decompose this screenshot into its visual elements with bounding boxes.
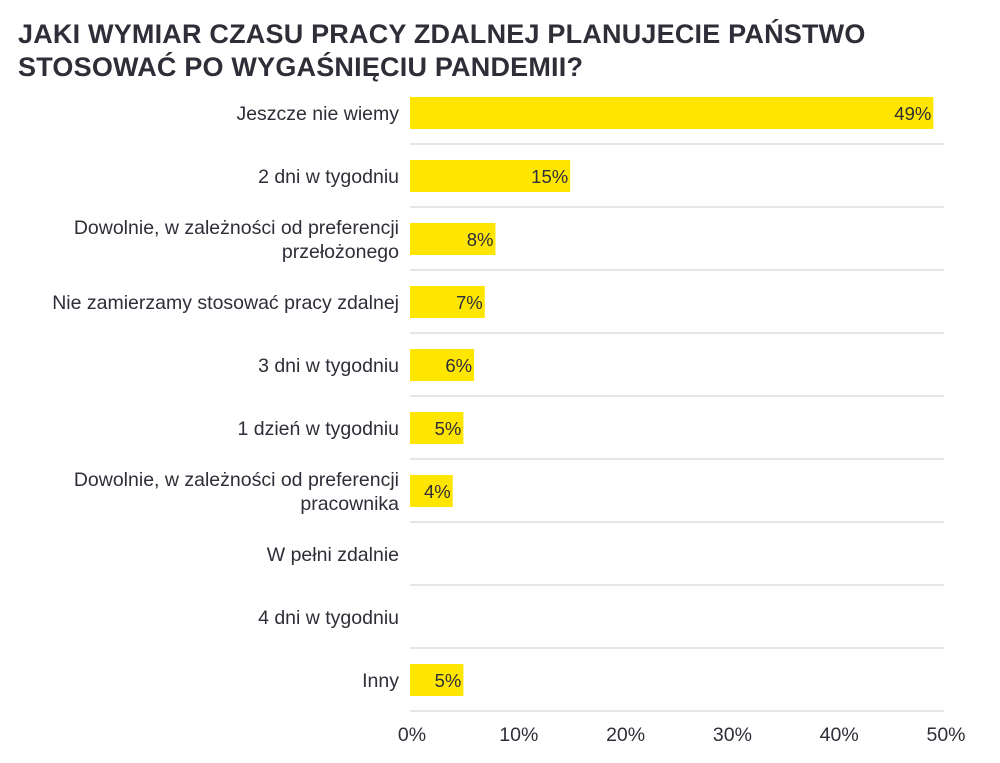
bar [410,286,485,318]
bar [410,475,453,507]
data-label: 15% [531,166,568,187]
x-tick-label: 20% [606,724,645,746]
data-label: 8% [467,229,494,250]
data-label: 6% [445,355,472,376]
category-label: W pełni zdalnie [267,544,399,566]
data-label: 5% [435,670,462,691]
category-label: Nie zamierzamy stosować pracy zdalnej [52,292,399,314]
bar [410,223,496,255]
category-label: Inny [362,670,399,692]
bar [410,160,571,192]
bar [410,664,464,696]
x-tick-label: 0% [398,724,426,746]
data-label: 4% [424,481,451,502]
data-label: 49% [894,103,931,124]
category-label: Dowolnie, w zależności od preferencji pra… [74,469,399,515]
data-label: 7% [456,292,483,313]
bar [410,349,475,381]
chart-title: JAKI WYMIAR CZASU PRACY ZDALNEJ PLANUJEC… [18,19,866,82]
x-tick-label: 50% [926,724,965,746]
x-tick-label: 30% [713,724,752,746]
data-label: 5% [435,418,462,439]
x-tick-label: 10% [499,724,538,746]
category-label: 3 dni w tygodniu [258,355,399,377]
bar [410,97,934,129]
category-label: Jeszcze nie wiemy [236,103,399,125]
category-label: 4 dni w tygodniu [258,607,399,629]
bar [410,412,464,444]
category-label: 1 dzień w tygodniu [237,418,399,440]
category-label: Dowolnie, w zależności od preferencji prz… [74,217,399,263]
x-tick-label: 40% [820,724,859,746]
category-label: 2 dni w tygodniu [258,166,399,188]
